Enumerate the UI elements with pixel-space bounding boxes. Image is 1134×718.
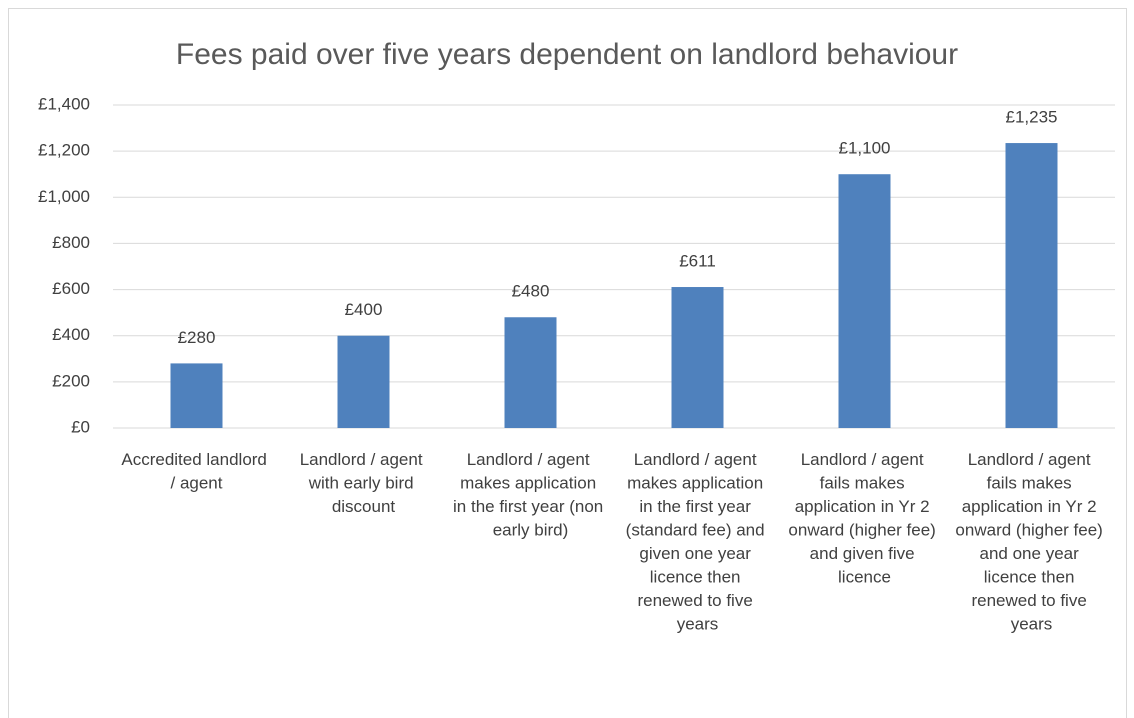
y-tick-label: £1,400 <box>38 94 90 113</box>
chart-border <box>8 8 1127 718</box>
data-label: £611 <box>679 252 716 271</box>
x-tick-label: Landlord / agent makes application in th… <box>626 450 770 634</box>
bar <box>170 363 223 428</box>
x-tick-label: Landlord / agent with early bird discoun… <box>300 450 428 516</box>
bar <box>337 335 390 428</box>
data-label: £1,100 <box>839 139 891 158</box>
y-tick-label: £1,000 <box>38 187 90 206</box>
x-tick-label: Accredited landlord / agent <box>121 450 271 493</box>
bar <box>838 174 891 428</box>
chart-title: Fees paid over five years dependent on l… <box>176 38 958 71</box>
y-tick-label: £600 <box>52 279 90 298</box>
bar <box>1005 143 1058 428</box>
data-label: £400 <box>345 300 383 319</box>
data-label: £280 <box>178 328 216 347</box>
y-tick-label: £400 <box>52 325 90 344</box>
x-tick-label: Landlord / agent fails makes application… <box>955 450 1107 634</box>
x-tick-label: Landlord / agent fails makes application… <box>788 450 940 587</box>
y-tick-label: £800 <box>52 233 90 252</box>
data-label: £1,235 <box>1006 108 1058 127</box>
y-tick-label: £1,200 <box>38 141 90 160</box>
bar <box>671 287 724 428</box>
bar <box>504 317 557 428</box>
y-tick-label: £0 <box>71 417 90 436</box>
x-tick-label: Landlord / agent makes application in th… <box>453 450 608 540</box>
y-tick-label: £200 <box>52 371 90 390</box>
data-label: £480 <box>512 282 550 301</box>
